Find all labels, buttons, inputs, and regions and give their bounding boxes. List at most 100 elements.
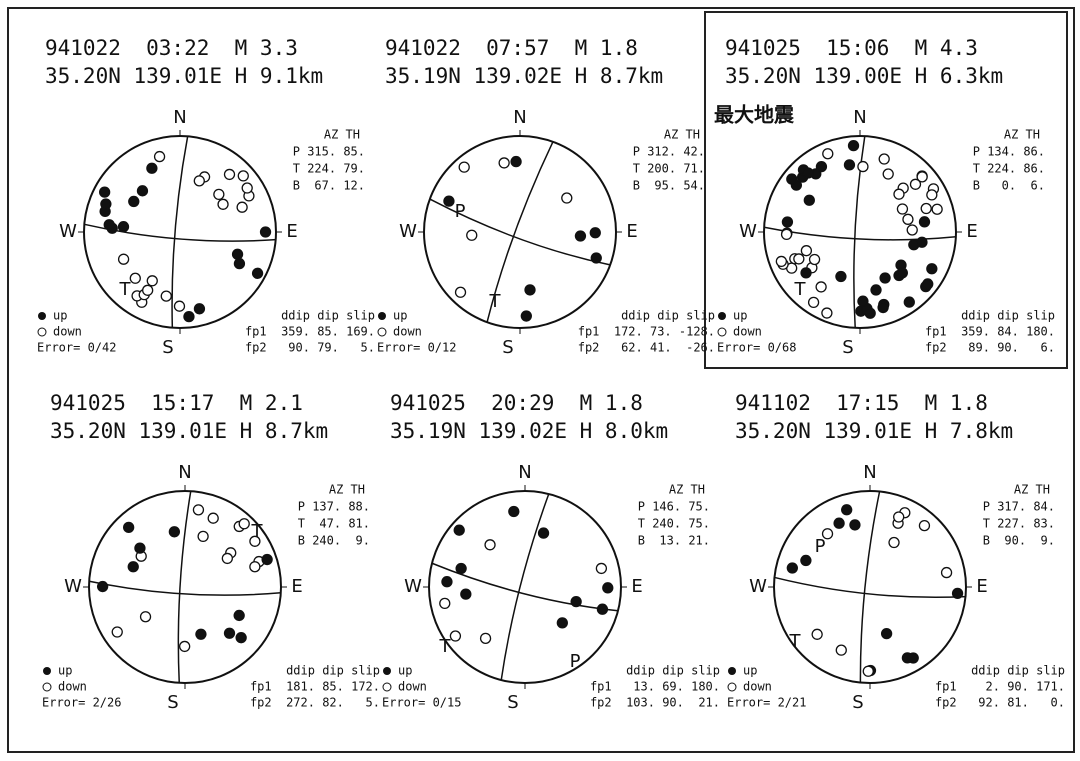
up-dot [903, 296, 915, 308]
down-dot [139, 611, 152, 623]
event-time: 941025 15:06 M 4.3 [725, 36, 978, 60]
az-header: AZ TH [329, 483, 365, 497]
down-dot [221, 552, 233, 565]
down-dot [857, 160, 869, 173]
fp1: fp1 2. 90. 171. [935, 680, 1065, 694]
nodal-plane [89, 580, 281, 596]
up-dot [168, 526, 181, 538]
down-dot [821, 528, 834, 540]
legend-down [727, 682, 737, 692]
fp-header: ddip dip slip [286, 664, 380, 678]
fp-header: ddip dip slip [626, 664, 720, 678]
legend-up [38, 312, 46, 320]
up-dot [128, 195, 140, 208]
fp2: fp2 90. 79. 5. [245, 341, 375, 355]
legend-up-label: up [58, 664, 72, 678]
up-dot [870, 284, 882, 296]
highlight-box [704, 11, 1068, 369]
down-dot [775, 255, 788, 268]
up-dot [103, 219, 115, 231]
up-dot [835, 270, 847, 283]
down-dot [193, 175, 205, 187]
down-dot [931, 203, 943, 215]
down-dot [811, 628, 823, 640]
up-dot [589, 227, 601, 239]
t-axis: T 224. 79. [293, 162, 365, 176]
legend-down-label: down [393, 325, 422, 339]
down-dot [498, 157, 510, 169]
up-dot [908, 239, 920, 251]
error: Error= 2/21 [727, 696, 806, 710]
nodal-plane [500, 493, 550, 681]
axis-mark: T [794, 279, 807, 300]
fp2: fp2 272. 82. 5. [250, 696, 380, 710]
error: Error= 0/15 [382, 696, 461, 710]
dir-s: S [502, 337, 513, 358]
up-dot [833, 517, 845, 529]
fp-header: ddip dip slip [971, 664, 1065, 678]
legend-up-label: up [53, 309, 67, 323]
down-dot [902, 213, 914, 225]
legend-down-label: down [733, 325, 762, 339]
legend-up [718, 312, 726, 320]
down-dot [595, 562, 608, 575]
down-dot [821, 307, 833, 319]
dir-w: W [739, 221, 757, 242]
down-dot [918, 519, 931, 532]
up-dot [590, 252, 602, 264]
up-dot [786, 173, 798, 185]
up-dot [443, 195, 455, 207]
down-dot [197, 530, 209, 543]
fp2: fp2 92. 81. 0. [935, 696, 1065, 710]
p-axis: P 134. 86. [973, 145, 1045, 159]
dir-s: S [162, 337, 173, 358]
error: Error= 0/42 [37, 341, 116, 355]
up-dot [602, 582, 614, 594]
axis-mark: P [570, 651, 581, 672]
fp-header: ddip dip slip [961, 309, 1055, 323]
up-dot [195, 628, 207, 640]
error: Error= 2/26 [42, 696, 121, 710]
up-dot [235, 632, 247, 644]
down-dot [780, 228, 793, 241]
down-dot [223, 168, 236, 181]
up-dot [183, 310, 195, 323]
up-dot [510, 155, 522, 168]
largest-label: 最大地震 [714, 103, 795, 127]
down-dot [926, 189, 938, 201]
up-dot [261, 553, 273, 566]
p-axis: P 137. 88. [298, 500, 370, 514]
fp1: fp1 359. 85. 169. [245, 325, 375, 339]
nodal-plane [177, 491, 192, 683]
event-time: 941025 20:29 M 1.8 [390, 391, 643, 415]
down-dot [815, 281, 827, 293]
p-axis: P 317. 84. [983, 500, 1055, 514]
up-dot [136, 185, 149, 197]
t-axis: T 240. 75. [638, 517, 710, 531]
az-header: AZ TH [1004, 128, 1040, 142]
up-dot [781, 216, 794, 228]
up-dot [918, 216, 931, 228]
down-dot [173, 300, 186, 312]
down-dot [561, 192, 573, 204]
down-dot [129, 272, 141, 284]
down-dot [249, 535, 261, 547]
event-location: 35.20N 139.01E H 7.8km [735, 419, 1013, 443]
down-dot [906, 224, 918, 236]
p-axis: P 315. 85. [293, 145, 365, 159]
dir-e: E [966, 221, 977, 242]
up-dot [259, 226, 272, 238]
up-dot [574, 230, 587, 242]
down-dot [878, 153, 890, 165]
down-dot [160, 290, 172, 302]
legend-up-label: up [743, 664, 757, 678]
legend-down-label: down [58, 680, 87, 694]
up-dot [802, 167, 814, 179]
down-dot [111, 626, 123, 638]
fp2: fp2 103. 90. 21. [590, 696, 720, 710]
error: Error= 0/12 [377, 341, 456, 355]
t-axis: T 227. 83. [983, 517, 1055, 531]
focal-sphere [773, 490, 967, 684]
dir-n: N [518, 462, 531, 483]
dir-e: E [626, 221, 637, 242]
